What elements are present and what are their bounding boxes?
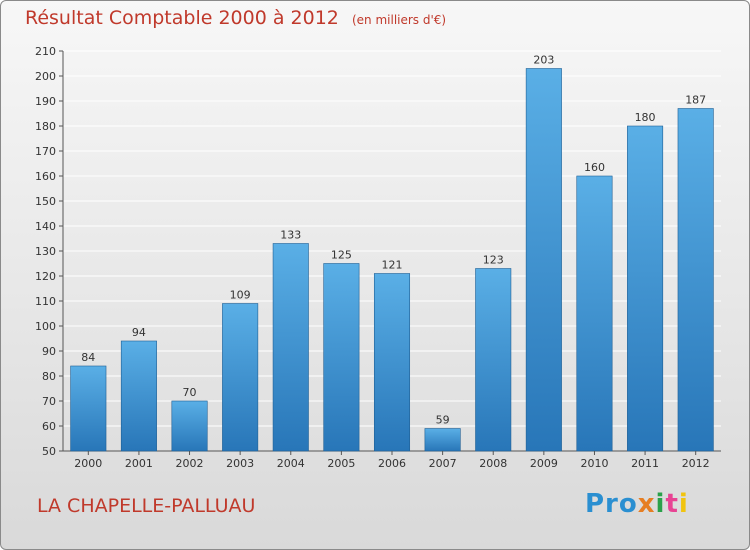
x-tick-label-2002: 2002 — [176, 457, 204, 470]
bar-2005 — [323, 263, 360, 452]
x-tick-label-2007: 2007 — [429, 457, 457, 470]
bar-2003 — [222, 303, 259, 452]
y-tick-label: 90 — [42, 345, 56, 358]
y-tick-label: 190 — [35, 95, 56, 108]
x-tick-label-2012: 2012 — [682, 457, 710, 470]
x-tick-label-2011: 2011 — [631, 457, 659, 470]
y-tick-label: 170 — [35, 145, 56, 158]
y-tick-label: 50 — [42, 445, 56, 458]
value-label-2005: 125 — [331, 249, 352, 262]
logo-part-1: Pro — [585, 489, 638, 519]
value-label-2012: 187 — [685, 94, 706, 107]
y-tick-label: 150 — [35, 195, 56, 208]
bar-2002 — [171, 400, 208, 452]
x-tick-label-2008: 2008 — [479, 457, 507, 470]
y-tick-label: 210 — [35, 45, 56, 58]
y-tick-label: 160 — [35, 170, 56, 183]
bar-2000 — [70, 365, 107, 452]
value-label-2011: 180 — [635, 111, 656, 124]
x-tick-label-2010: 2010 — [580, 457, 608, 470]
value-label-2000: 84 — [81, 351, 95, 364]
bar-2001 — [120, 340, 157, 452]
y-tick-label: 80 — [42, 370, 56, 383]
bar-2004 — [272, 243, 309, 452]
x-tick-label-2003: 2003 — [226, 457, 254, 470]
bar-2010 — [576, 175, 613, 452]
value-label-2010: 160 — [584, 161, 605, 174]
x-tick-label-2005: 2005 — [327, 457, 355, 470]
y-tick-label: 100 — [35, 320, 56, 333]
logo-part-3: i — [655, 489, 666, 519]
x-tick-label-2000: 2000 — [74, 457, 102, 470]
value-label-2001: 94 — [132, 326, 146, 339]
y-tick-label: 200 — [35, 70, 56, 83]
bar-2012 — [677, 108, 714, 452]
value-label-2003: 109 — [230, 289, 251, 302]
y-tick-label: 110 — [35, 295, 56, 308]
bar-2006 — [373, 273, 411, 452]
commune-name: LA CHAPELLE-PALLUAU — [37, 495, 256, 517]
x-tick-label-2009: 2009 — [530, 457, 558, 470]
value-label-2002: 70 — [183, 386, 197, 399]
logo-part-4: t — [665, 489, 679, 519]
logo-part-5: i — [678, 489, 689, 519]
x-tick-label-2004: 2004 — [277, 457, 305, 470]
y-tick-label: 120 — [35, 270, 56, 283]
bar-2009 — [525, 68, 562, 452]
y-tick-label: 70 — [42, 395, 56, 408]
bar-2011 — [627, 125, 664, 452]
y-tick-label: 180 — [35, 120, 56, 133]
logo-part-2: x — [637, 489, 656, 519]
value-label-2006: 121 — [382, 259, 403, 272]
x-tick-label-2006: 2006 — [378, 457, 406, 470]
value-label-2004: 133 — [280, 229, 301, 242]
bar-2007 — [424, 428, 461, 452]
y-tick-label: 130 — [35, 245, 56, 258]
y-tick-label: 60 — [42, 420, 56, 433]
bar-2008 — [475, 268, 512, 452]
value-label-2008: 123 — [483, 254, 504, 267]
chart-unit-note: (en milliers d'€) — [351, 13, 447, 27]
y-tick-label: 140 — [35, 220, 56, 233]
proxiti-logo[interactable]: Proxiti — [585, 489, 689, 519]
chart-title-text: Résultat Comptable 2000 à 2012 — [25, 7, 339, 29]
value-label-2007: 59 — [436, 414, 450, 427]
x-tick-label-2001: 2001 — [125, 457, 153, 470]
value-label-2009: 203 — [533, 54, 554, 67]
chart-title: Résultat Comptable 2000 à 2012 (en milli… — [25, 7, 446, 29]
